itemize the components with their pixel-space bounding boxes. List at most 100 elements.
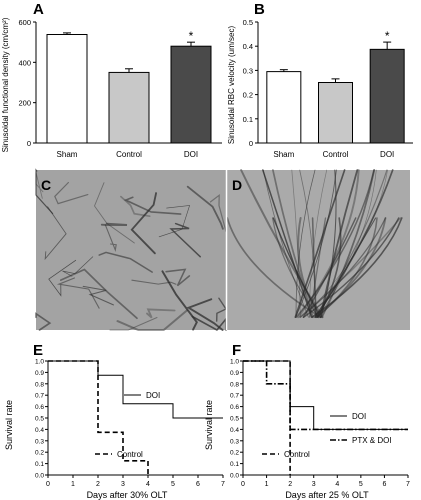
xlabel-e: Days after 30% OLT xyxy=(87,490,168,500)
significance-mark-b: * xyxy=(385,29,390,43)
panel-label-c: C xyxy=(41,177,51,193)
panel-label-a: A xyxy=(33,1,44,18)
vessel-c xyxy=(165,268,191,287)
y-tick-label-e: 0.2 xyxy=(35,450,44,457)
panel-label-b: B xyxy=(254,1,265,18)
vessel-c xyxy=(120,195,151,218)
vessel-c xyxy=(62,256,94,277)
y-tick-label-f: 0.2 xyxy=(230,450,239,457)
vessel-c xyxy=(56,277,100,309)
x-tick-label-e: 0 xyxy=(46,481,50,488)
y-tick-label-b: 0.1 xyxy=(243,115,253,124)
y-tick-label-e: 0.4 xyxy=(35,427,44,434)
significance-mark-a: * xyxy=(189,29,194,43)
vessel-d xyxy=(319,169,359,319)
vessel-c xyxy=(35,312,52,331)
y-tick-label-e: 0.1 xyxy=(35,461,44,468)
y-tick-label-f: 0.5 xyxy=(230,416,239,423)
vessel-d xyxy=(303,217,400,318)
vessel-c xyxy=(169,222,201,258)
vessel-d xyxy=(262,169,313,318)
vessel-d xyxy=(291,169,301,318)
vessel-c xyxy=(209,194,227,233)
vessel-c xyxy=(186,298,224,331)
y-tick-label-f: 0.6 xyxy=(230,404,239,411)
vessel-c xyxy=(161,270,198,331)
micrograph-c xyxy=(36,170,226,330)
vessel-c xyxy=(158,205,191,238)
bar-b-0 xyxy=(266,71,302,144)
series-line-e-1 xyxy=(48,360,149,475)
x-tick-label-e: 7 xyxy=(221,481,225,488)
vessel-c xyxy=(123,196,182,215)
vessel-d xyxy=(226,217,322,319)
xlabel-f: Days after 25 % OLT xyxy=(285,490,369,500)
x-tick-label-f: 1 xyxy=(265,481,269,488)
y-tick-label-f: 0.7 xyxy=(230,393,239,400)
legend-label-e-1: Control xyxy=(117,450,143,459)
panel-label-d: D xyxy=(232,177,242,193)
vessel-d xyxy=(302,217,357,318)
y-tick-label-b: 0.2 xyxy=(243,91,253,100)
y-tick-label-e: 0.7 xyxy=(35,393,44,400)
y-tick-label-e: 0.9 xyxy=(35,370,44,377)
legend-label-f-1: PTX & DOI xyxy=(352,436,392,445)
y-tick-label-e: 0.3 xyxy=(35,438,44,445)
vessel-d xyxy=(315,217,387,319)
y-tick-label-e: 0.0 xyxy=(35,473,44,480)
vessel-c xyxy=(109,317,158,331)
y-tick-label-b: 0.5 xyxy=(243,18,253,27)
vessel-c xyxy=(104,224,117,253)
x-tick-label-f: 6 xyxy=(382,481,386,488)
vessel-c xyxy=(98,251,153,273)
y-tick-label-a: 600 xyxy=(18,18,31,27)
vessel-c xyxy=(216,297,228,322)
vessel-c xyxy=(35,168,54,215)
vessel-d xyxy=(295,169,337,318)
y-tick-label-f: 0.0 xyxy=(230,473,239,480)
ylabel-a: Sinusoidal functional density (cm/cm²) xyxy=(1,17,10,152)
vessel-d xyxy=(321,169,376,319)
vessel-c xyxy=(54,181,89,205)
ylabel-b: Sinusoidal RBC velocity (um/sec) xyxy=(227,26,236,145)
x-tick-label-e: 4 xyxy=(146,481,150,488)
y-tick-label-f: 0.4 xyxy=(230,427,239,434)
y-tick-label-f: 0.3 xyxy=(230,438,239,445)
y-tick-label-e: 0.8 xyxy=(35,381,44,388)
micrograph-panels xyxy=(35,168,410,332)
vessel-c xyxy=(116,309,188,331)
x-tick-label-a: Sham xyxy=(57,150,78,159)
y-tick-label-a: 200 xyxy=(18,99,31,108)
x-tick-label-a: DOI xyxy=(184,150,198,159)
y-tick-label-e: 1.0 xyxy=(35,359,44,366)
vessel-c xyxy=(130,192,158,255)
y-tick-label-e: 0.5 xyxy=(35,416,44,423)
ylabel-e: Survival rate xyxy=(4,400,14,450)
vessel-d xyxy=(294,169,346,319)
bar-b-1 xyxy=(318,82,353,144)
bar-a-1 xyxy=(108,71,150,144)
vessel-d xyxy=(240,169,324,319)
x-tick-label-b: Control xyxy=(323,150,349,159)
vessel-c xyxy=(82,285,114,306)
y-tick-label-a: 0 xyxy=(27,139,31,148)
vessel-d xyxy=(298,217,402,318)
x-tick-label-b: Sham xyxy=(273,150,294,159)
vessel-c xyxy=(131,279,177,285)
vessel-d xyxy=(295,169,316,318)
x-tick-label-f: 3 xyxy=(312,481,316,488)
x-tick-label-e: 2 xyxy=(96,481,100,488)
vessel-c xyxy=(59,268,138,320)
legend-label-f-0: DOI xyxy=(352,412,366,421)
y-tick-label-f: 1.0 xyxy=(230,359,239,366)
y-tick-label-a: 400 xyxy=(18,58,31,67)
y-tick-label-f: 0.9 xyxy=(230,370,239,377)
legend-label-e-0: DOI xyxy=(146,391,160,400)
bar-b-2 xyxy=(369,48,405,144)
bar-a-0 xyxy=(46,34,88,144)
y-tick-label-b: 0.3 xyxy=(243,66,253,75)
vessel-d xyxy=(272,169,314,319)
series-line-f-2 xyxy=(243,360,291,475)
panel-label-f: F xyxy=(232,342,241,359)
